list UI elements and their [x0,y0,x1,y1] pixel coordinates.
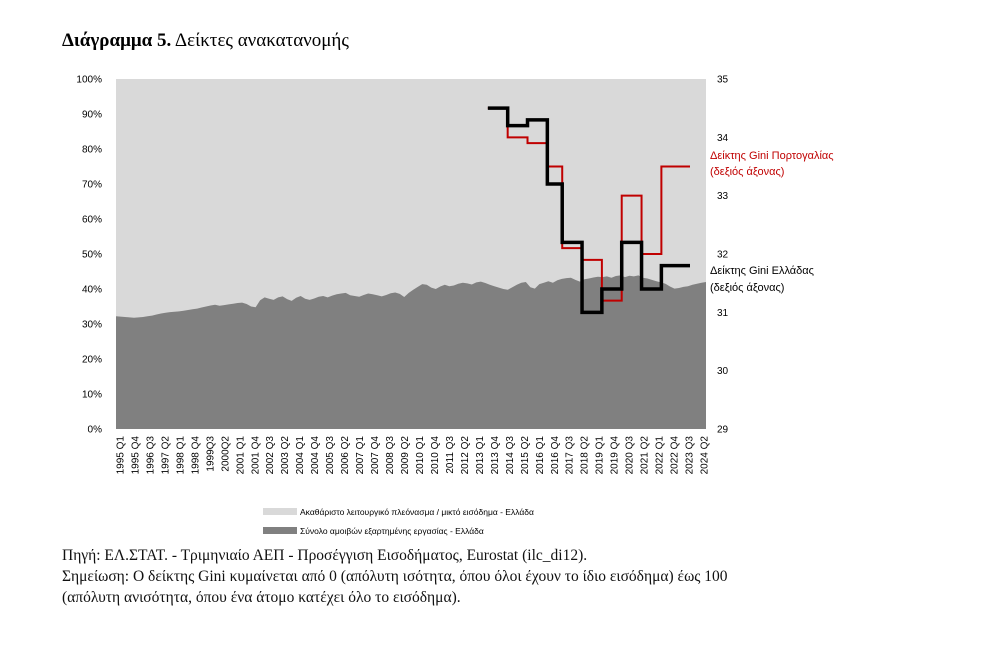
x-axis-tick-label: 1995 Q4 [130,436,141,475]
x-axis-tick-label: 2016 Q1 [535,436,546,475]
x-axis-tick-label: 2022 Q4 [670,436,681,475]
right-axis-tick-label: 33 [717,191,729,202]
x-axis-tick-label: 2011 Q3 [445,436,456,474]
left-axis-tick-label: 50% [82,250,102,261]
gini-greece-line [487,106,690,315]
x-axis-tick-label: 2005 Q3 [325,436,336,475]
x-axis-tick-label: 2021 Q2 [640,436,651,475]
chart-title: Διάγραμμα 5. Δείκτες ανακατανομής [62,30,349,52]
right-axis-tick-label: 34 [717,133,729,144]
x-axis-tick-label: 2020 Q3 [625,436,636,475]
gini-greece-label: (δεξιός άξονας) [710,282,784,294]
chart-title-text: Δείκτες ανακατανομής [171,30,349,51]
x-axis-tick-label: 2008 Q3 [385,436,396,475]
x-axis-tick-label: 1998 Q4 [190,436,201,475]
gini-portugal-label: (δεξιός άξονας) [710,166,784,178]
x-axis-tick-label: 2013 Q1 [475,436,486,475]
left-axis-tick-label: 70% [82,180,102,191]
gini-note-line-2: (απόλυτη ανισότητα, όπου ένα άτομο κατέχ… [62,589,461,606]
x-axis-tick-label: 2004 Q1 [295,436,306,475]
gini-note-line-1: Σημείωση: Ο δείκτης Gini κυμαίνεται από … [62,568,728,585]
x-axis-tick-label: 2003 Q2 [280,436,291,475]
x-axis-tick-label: 2009 Q2 [400,436,411,475]
chart-title-number: Διάγραμμα 5. [62,30,172,51]
legend-swatch-surplus [263,508,297,515]
x-axis-tick-label: 2015 Q2 [520,436,531,475]
left-axis-tick-label: 40% [82,285,102,296]
x-axis-tick-label: 2004 Q4 [310,436,321,475]
x-axis-tick-label: 1999Q3 [205,436,216,472]
x-axis-tick-label: 2012 Q2 [460,436,471,475]
source-note: Πηγή: ΕΛ.ΣΤΑΤ. - Τριμηνιαίο ΑΕΠ - Προσέγ… [62,547,588,564]
left-axis-tick-label: 90% [82,110,102,121]
x-axis-tick-label: 2019 Q4 [610,436,621,475]
gini-portugal-label: Δείκτης Gini Πορτογαλίας [710,150,834,162]
left-axis-tick-label: 60% [82,215,102,226]
x-axis-tick-label: 2023 Q3 [685,436,696,475]
x-axis-tick-label: 2001 Q1 [235,436,246,475]
left-axis-tick-label: 100% [76,75,102,86]
legend-label-compensation: Σύνολο αμοιβών εξαρτημένης εργασίας - Ελ… [300,526,484,536]
chart-notes: Πηγή: ΕΛ.ΣΤΑΤ. - Τριμηνιαίο ΑΕΠ - Προσέγ… [62,545,962,608]
redistribution-chart: 0% 10% 20% 30% 40% 50% 60% 70% 80% 90% 100% 29 30 31… [76,75,834,537]
x-axis-tick-label: 2013 Q4 [490,436,501,475]
left-axis-tick-label: 80% [82,145,102,156]
right-axis-tick-label: 29 [717,425,729,436]
left-axis-tick-label: 30% [82,320,102,331]
x-axis-tick-label: 2019 Q1 [595,436,606,475]
x-axis-tick-label: 2022 Q1 [655,436,666,475]
x-axis-tick-label: 2001 Q4 [250,436,261,475]
x-axis-tick-label: 2017 Q3 [565,436,576,475]
x-axis-tick-label: 2010 Q1 [415,436,426,475]
x-axis-tick-label: 1998 Q1 [175,436,186,475]
x-axis-tick-label: 1997 Q2 [160,436,171,475]
left-axis-tick-label: 10% [82,390,102,401]
x-axis-tick-label: 2000Q2 [220,436,231,472]
left-axis-tick-label: 20% [82,355,102,366]
left-axis-tick-label: 0% [88,425,103,436]
right-axis-tick-label: 30 [717,366,729,377]
x-axis-tick-label: 2014 Q3 [505,436,516,475]
x-axis-tick-label: 2010 Q4 [430,436,441,475]
legend-swatch-compensation [263,527,297,534]
x-axis-tick-label: 2006 Q2 [340,436,351,475]
right-axis-tick-label: 35 [717,75,729,86]
x-axis-tick-label: 2016 Q4 [550,436,561,475]
gini-greece-label: Δείκτης Gini Ελλάδας [710,265,814,277]
compensation-area [116,275,706,429]
x-axis-tick-label: 2007 Q4 [370,436,381,475]
x-axis-tick-label: 1995 Q1 [116,436,127,475]
x-axis-tick-label: 2002 Q3 [265,436,276,475]
right-axis-tick-label: 31 [717,308,729,319]
x-axis-tick-label: 2024 Q2 [700,436,711,475]
legend-label-surplus: Ακαθάριστο λειτουργικό πλεόνασμα / μικτό… [300,507,534,517]
x-axis-tick-label: 2007 Q1 [355,436,366,475]
x-axis-tick-label: 1996 Q3 [145,436,156,475]
x-axis-tick-label: 2018 Q2 [580,436,591,475]
right-axis-tick-label: 32 [717,250,729,261]
